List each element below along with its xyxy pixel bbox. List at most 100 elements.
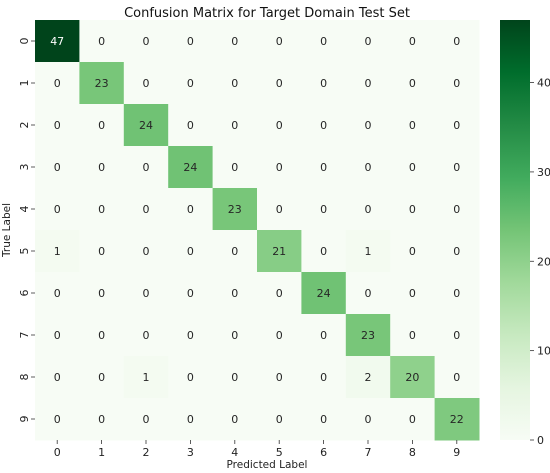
cell-value: 0	[231, 245, 238, 258]
heatmap-cell	[123, 62, 169, 105]
heatmap-cell	[35, 146, 80, 189]
cell-value: 0	[143, 35, 150, 48]
heatmap-cell	[301, 146, 347, 189]
heatmap-cell	[212, 398, 258, 441]
cell-value: 0	[409, 287, 416, 300]
x-tick-label: 2	[143, 446, 150, 459]
heatmap-cell	[345, 314, 391, 357]
cell-value: 0	[54, 413, 61, 426]
heatmap-cell	[212, 314, 258, 357]
cell-value: 0	[276, 119, 283, 132]
colorbar	[500, 20, 530, 440]
heatmap-cell	[212, 230, 258, 273]
heatmap-cell	[390, 20, 436, 63]
cell-value: 0	[409, 203, 416, 216]
y-tick-label: 4	[18, 206, 31, 213]
x-tick-label: 0	[54, 446, 61, 459]
cell-value: 0	[231, 77, 238, 90]
heatmap-cell	[79, 272, 125, 315]
cell-value: 0	[453, 77, 460, 90]
cell-value: 0	[187, 413, 194, 426]
cell-value: 0	[98, 329, 105, 342]
heatmap-cell	[257, 314, 302, 357]
heatmap-cell	[390, 146, 436, 189]
heatmap-cell	[79, 104, 125, 147]
heatmap-cell	[35, 272, 80, 315]
cell-value: 0	[231, 287, 238, 300]
cell-value: 0	[320, 77, 327, 90]
colorbar-tick-label: 40	[537, 77, 550, 90]
cell-value: 0	[453, 329, 460, 342]
heatmap-cell	[123, 356, 169, 399]
heatmap-cell	[123, 104, 169, 147]
cell-value: 0	[320, 371, 327, 384]
y-axis-ticks: 0 1 2 3 4 5 6 7 8 9	[18, 38, 35, 423]
heatmap-cell	[257, 146, 302, 189]
heatmap-cell	[390, 104, 436, 147]
x-tick-label: 9	[453, 446, 460, 459]
cell-value: 0	[453, 203, 460, 216]
y-tick-label: 9	[18, 416, 31, 423]
y-tick-label: 3	[18, 164, 31, 171]
cell-value: 0	[143, 245, 150, 258]
cell-value: 0	[54, 329, 61, 342]
heatmap-cell	[212, 188, 258, 231]
heatmap-cell	[345, 104, 391, 147]
cell-value: 0	[231, 161, 238, 174]
cell-value: 0	[365, 35, 372, 48]
cell-value: 0	[453, 161, 460, 174]
cell-value: 24	[183, 161, 197, 174]
cell-value: 47	[50, 35, 64, 48]
heatmap-cell	[212, 104, 258, 147]
heatmap-cell	[257, 398, 302, 441]
cell-value: 0	[54, 77, 61, 90]
heatmap-cell	[35, 104, 80, 147]
x-tick-label: 7	[365, 446, 372, 459]
heatmap-cell	[301, 188, 347, 231]
cell-value: 0	[143, 287, 150, 300]
heatmap-cell	[123, 398, 169, 441]
cell-value: 0	[409, 245, 416, 258]
y-tick-label: 7	[18, 332, 31, 339]
cell-value: 22	[450, 413, 464, 426]
cell-value: 0	[320, 329, 327, 342]
cell-value: 0	[187, 35, 194, 48]
colorbar-tick-label: 10	[537, 345, 550, 358]
cell-value: 1	[143, 371, 150, 384]
chart-title: Confusion Matrix for Target Domain Test …	[124, 6, 410, 21]
cell-value: 0	[231, 371, 238, 384]
cell-value: 0	[320, 245, 327, 258]
x-tick-label: 3	[187, 446, 194, 459]
y-tick-label: 1	[18, 80, 31, 87]
heatmap-cell	[301, 272, 347, 315]
cell-value: 0	[98, 119, 105, 132]
cell-value: 0	[276, 203, 283, 216]
x-axis-label: Predicted Label	[227, 459, 308, 471]
heatmap-cell	[35, 230, 80, 273]
cell-value: 0	[54, 161, 61, 174]
heatmap-cell	[168, 356, 214, 399]
cell-value: 0	[320, 119, 327, 132]
cell-value: 0	[231, 119, 238, 132]
heatmap-cell	[434, 398, 480, 441]
cell-value: 1	[54, 245, 61, 258]
heatmap-cell	[257, 230, 302, 273]
heatmap-cell	[257, 20, 302, 63]
heatmap-cell	[434, 188, 480, 231]
heatmap-cell	[301, 20, 347, 63]
colorbar-tick-label: 0	[537, 434, 544, 447]
cell-value: 0	[98, 203, 105, 216]
heatmap-cell	[434, 62, 480, 105]
heatmap-cell	[390, 230, 436, 273]
heatmap-cell	[390, 356, 436, 399]
heatmap-cell	[434, 230, 480, 273]
cell-value: 0	[143, 413, 150, 426]
x-tick-label: 6	[320, 446, 327, 459]
heatmap-cell	[123, 314, 169, 357]
heatmap-cell	[345, 146, 391, 189]
heatmap-cell	[79, 230, 125, 273]
cell-value: 0	[365, 77, 372, 90]
heatmap-cell	[35, 188, 80, 231]
colorbar-tick-label: 20	[537, 255, 550, 268]
cell-value: 0	[187, 371, 194, 384]
